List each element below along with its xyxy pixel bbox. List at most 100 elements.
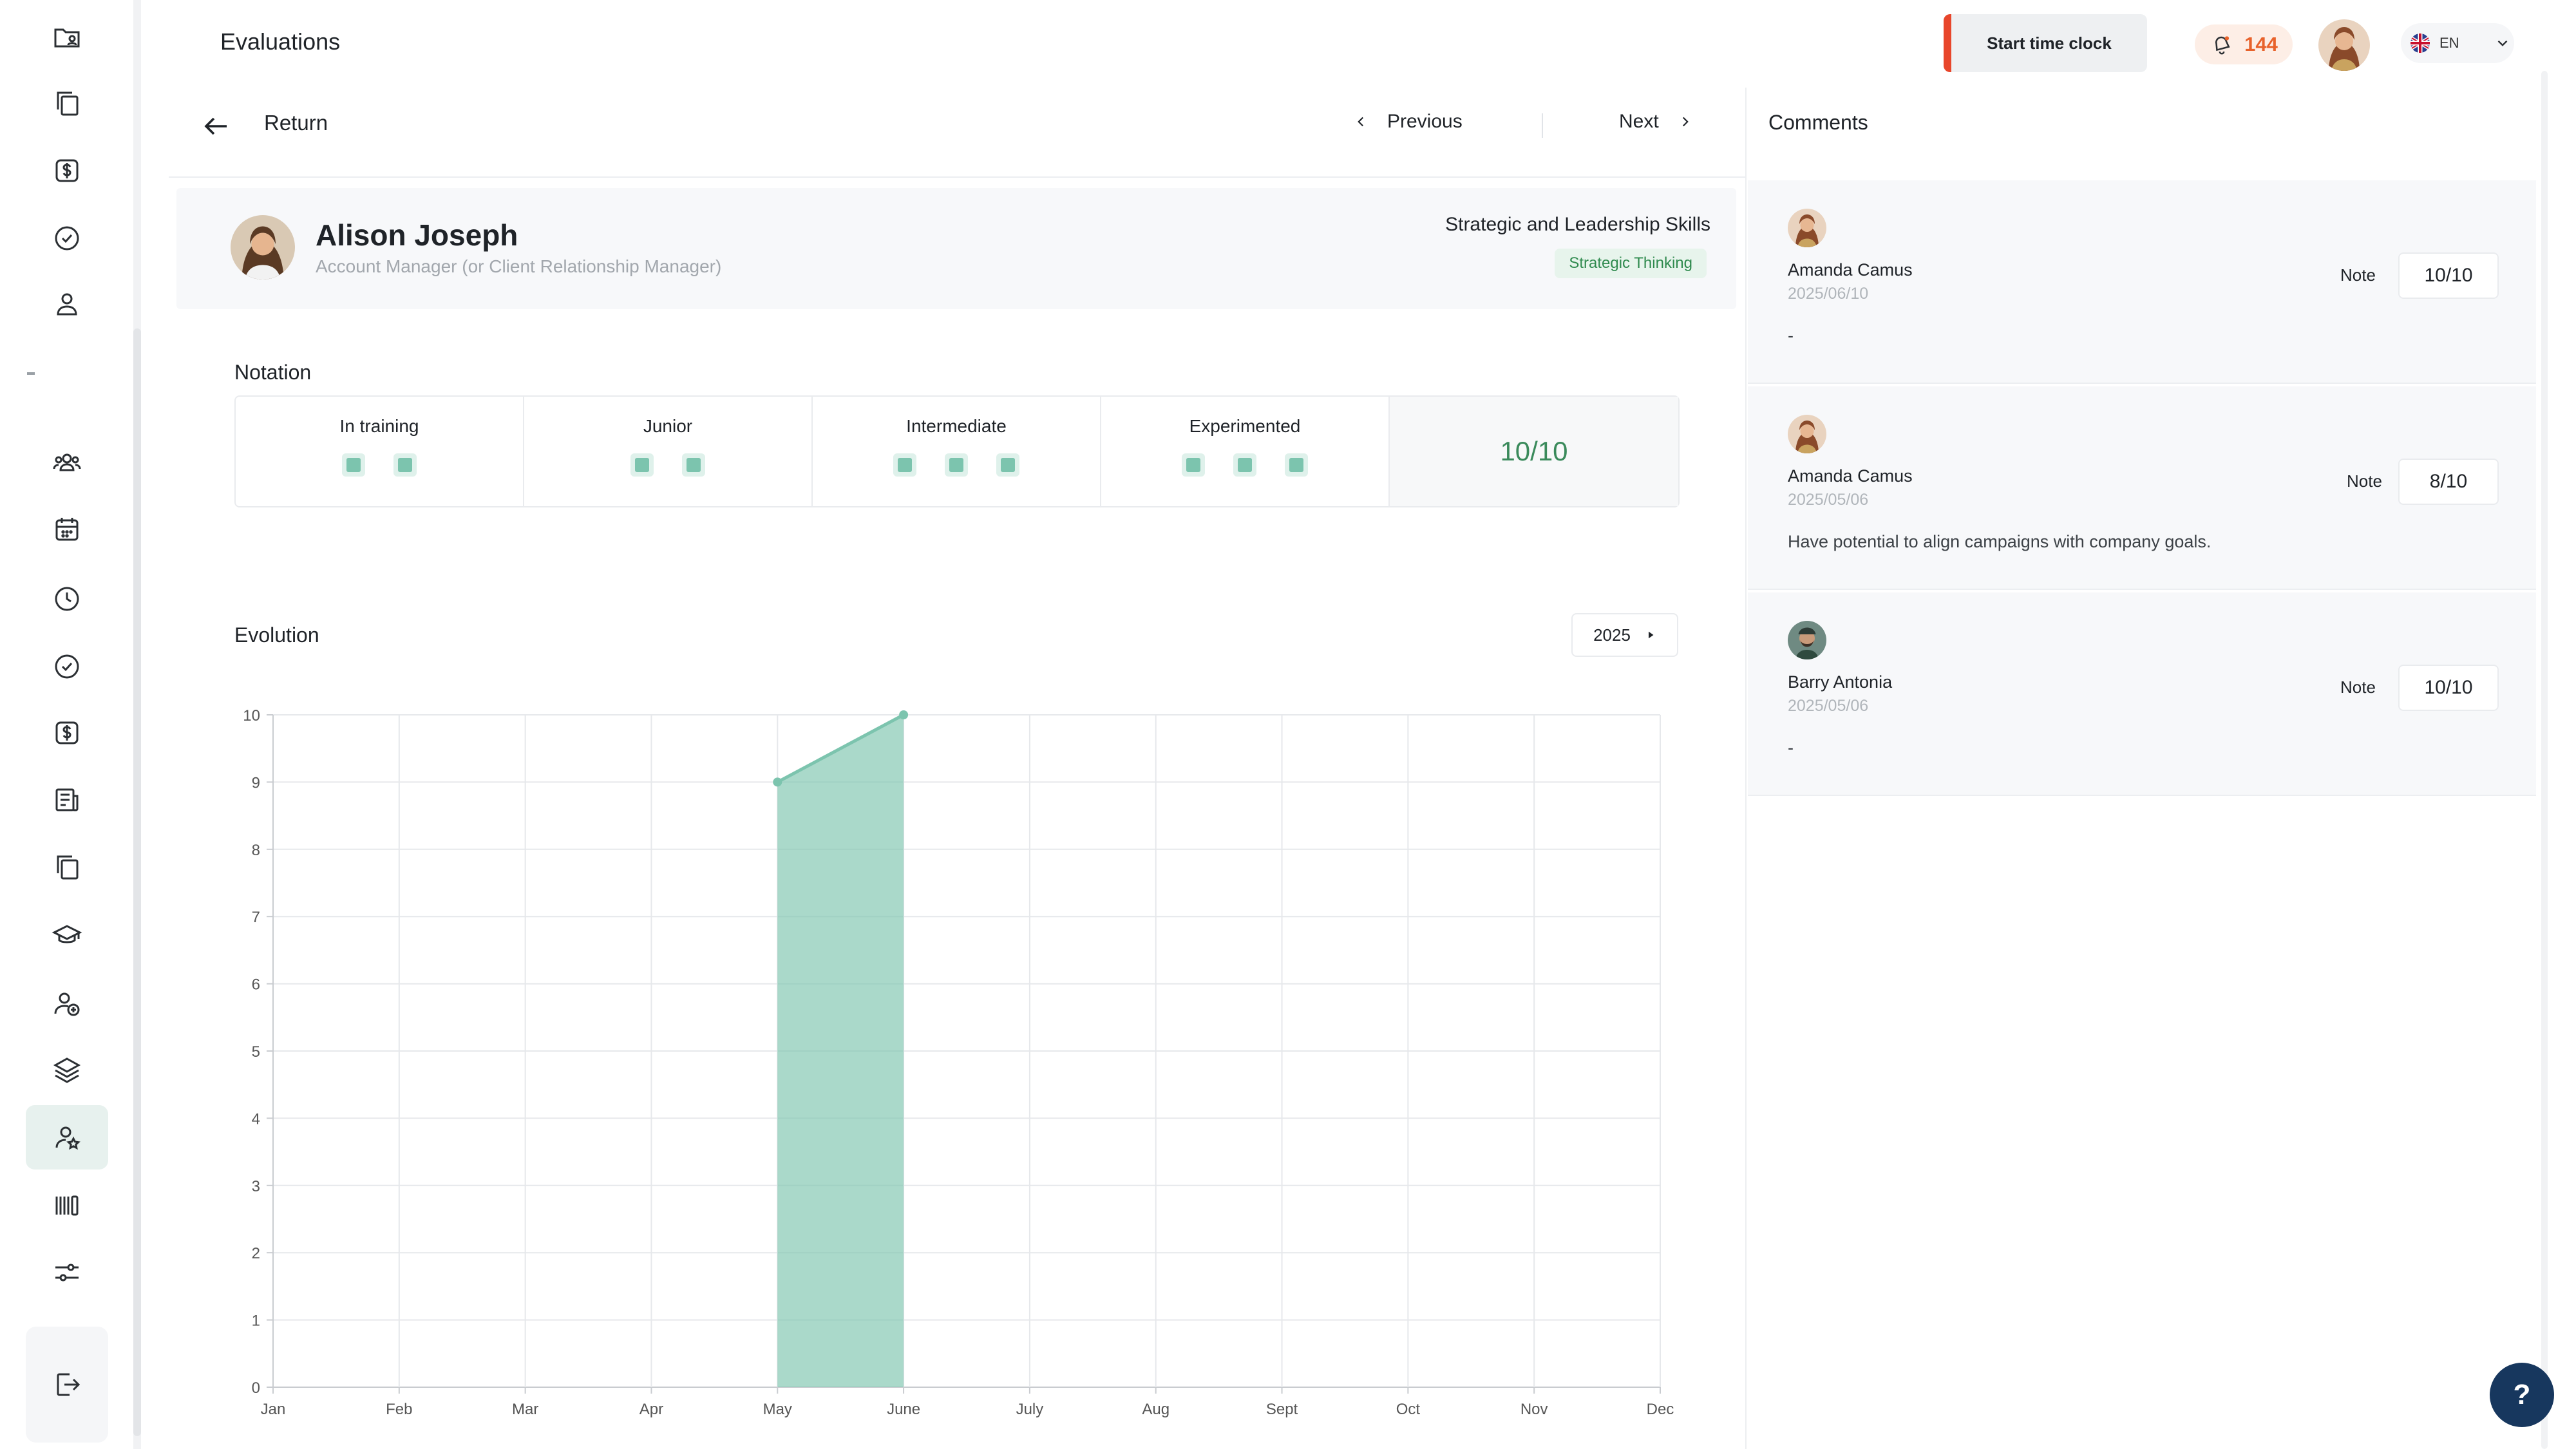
sliders-icon <box>55 1264 79 1282</box>
return-link[interactable]: Return <box>264 111 328 135</box>
sidebar-item-recruitment[interactable] <box>26 971 108 1036</box>
next-label: Next <box>1619 111 1659 132</box>
employee-avatar <box>231 215 295 279</box>
sidebar-item-evaluations[interactable] <box>26 1105 108 1170</box>
x-tick-label: July <box>1016 1401 1044 1418</box>
comment-date: 2025/06/10 <box>1788 285 1869 303</box>
level-title: Junior <box>643 416 693 436</box>
sidebar-item-payroll[interactable] <box>26 138 108 203</box>
employee-role: Account Manager (or Client Relationship … <box>316 256 722 276</box>
y-tick-label: 0 <box>252 1379 260 1397</box>
sidebar-item-profile[interactable] <box>26 272 108 336</box>
x-tick-label: Oct <box>1396 1401 1421 1418</box>
series-line <box>777 713 905 784</box>
note-value: 10/10 <box>2398 665 2499 711</box>
sidebar-item-files[interactable] <box>26 835 108 899</box>
x-tick-label: Apr <box>639 1401 663 1418</box>
evaluation-panel <box>169 88 1745 1449</box>
back-arrow-icon[interactable] <box>201 111 232 142</box>
help-button[interactable]: ? <box>2490 1363 2554 1427</box>
sidebar-item-inventory[interactable] <box>26 1173 108 1238</box>
comment-date: 2025/05/06 <box>1788 697 1869 715</box>
previous-button[interactable]: Previous <box>1352 111 1463 133</box>
x-tick-label: Feb <box>386 1401 412 1418</box>
sidebar-item-settings[interactable] <box>26 1240 108 1305</box>
level-square <box>996 453 1019 477</box>
level-square <box>1182 453 1205 477</box>
notation-scale: In training Junior Intermediate Experime… <box>234 395 1680 507</box>
calendar-icon <box>55 518 79 541</box>
comment-avatar <box>1788 209 1826 247</box>
barcode-icon <box>55 1195 79 1216</box>
notation-label: Notation <box>234 361 312 384</box>
start-time-clock-button[interactable]: Start time clock <box>1944 14 2147 72</box>
comment-item: Amanda Camus 2025/06/10 - Note 10/10 <box>1748 180 2536 384</box>
level-junior: Junior <box>524 397 813 506</box>
dollar-icon <box>55 721 79 744</box>
next-button[interactable]: Next <box>1619 111 1694 133</box>
level-square <box>682 453 705 477</box>
y-tick-label: 9 <box>252 774 260 791</box>
sidebar-item-layers[interactable] <box>26 1038 108 1103</box>
level-square <box>630 453 654 477</box>
notifications-button[interactable]: 144 <box>2195 24 2293 64</box>
dollar-icon <box>55 159 79 182</box>
x-tick-label: Sept <box>1266 1401 1298 1418</box>
level-square <box>342 453 365 477</box>
x-tick-label: Aug <box>1142 1401 1170 1418</box>
employee-card: Alison Joseph Account Manager (or Client… <box>176 188 1736 309</box>
area-fill <box>777 715 904 1387</box>
x-tick-label: Nov <box>1520 1401 1548 1418</box>
caret-right-icon <box>1648 631 1654 639</box>
layers-icon <box>53 1057 81 1083</box>
y-tick-label: 8 <box>252 842 260 859</box>
sidebar-item-team[interactable] <box>26 430 108 495</box>
user-avatar[interactable] <box>2318 19 2370 71</box>
sidebar-item-approvals[interactable] <box>26 634 108 699</box>
panel-divider <box>1745 88 1747 1449</box>
sidebar-item-tasks[interactable] <box>26 206 108 270</box>
y-tick-label: 6 <box>252 976 260 994</box>
notifications-count: 144 <box>2244 33 2278 55</box>
sidebar-item-expenses[interactable] <box>26 701 108 765</box>
logout-button[interactable] <box>26 1327 108 1443</box>
sidebar-scrollbar[interactable] <box>133 0 141 1449</box>
sidebar-item-calendar[interactable] <box>26 497 108 562</box>
comment-avatar <box>1788 415 1826 453</box>
sidebar-item-reports[interactable] <box>26 768 108 832</box>
graduation-cap-icon <box>52 925 82 943</box>
level-square <box>945 453 968 477</box>
level-experimented: Experimented <box>1101 397 1390 506</box>
employee-name: Alison Joseph <box>316 218 518 252</box>
comment-item: Amanda Camus 2025/05/06 Have potential t… <box>1748 386 2536 590</box>
y-tick-label: 7 <box>252 909 260 926</box>
skill-badge: Strategic Thinking <box>1555 249 1707 278</box>
y-tick-label: 10 <box>243 707 260 724</box>
sidebar-item-folder-user[interactable] <box>26 5 108 70</box>
sidebar-item-documents[interactable] <box>26 71 108 135</box>
language-selector[interactable]: EN <box>2401 23 2514 63</box>
check-circle-icon <box>55 654 79 679</box>
level-title: Experimented <box>1189 416 1301 436</box>
comment-text: Have potential to align campaigns with c… <box>1788 532 2211 551</box>
level-square <box>893 453 916 477</box>
comments-scrollbar[interactable] <box>2541 71 2548 1449</box>
x-tick-label: May <box>763 1401 792 1418</box>
comment-text: - <box>1788 738 1794 757</box>
note-label: Note <box>2340 265 2376 285</box>
y-tick-label: 2 <box>252 1245 260 1262</box>
sidebar-item-training[interactable] <box>26 903 108 967</box>
x-tick-label: Jan <box>261 1401 286 1418</box>
report-icon <box>55 788 79 811</box>
chevron-left-icon <box>1358 117 1364 127</box>
sidebar-item-time[interactable] <box>26 567 108 631</box>
language-code: EN <box>2439 35 2459 51</box>
documents-icon <box>57 91 79 116</box>
comment-author: Amanda Camus <box>1788 260 1913 279</box>
y-tick-label: 5 <box>252 1043 260 1061</box>
skill-category: Strategic and Leadership Skills <box>1445 214 1710 235</box>
year-selector[interactable]: 2025 <box>1571 613 1678 657</box>
level-square <box>1285 453 1308 477</box>
user-add-icon <box>54 992 80 1016</box>
user-icon <box>57 293 77 316</box>
